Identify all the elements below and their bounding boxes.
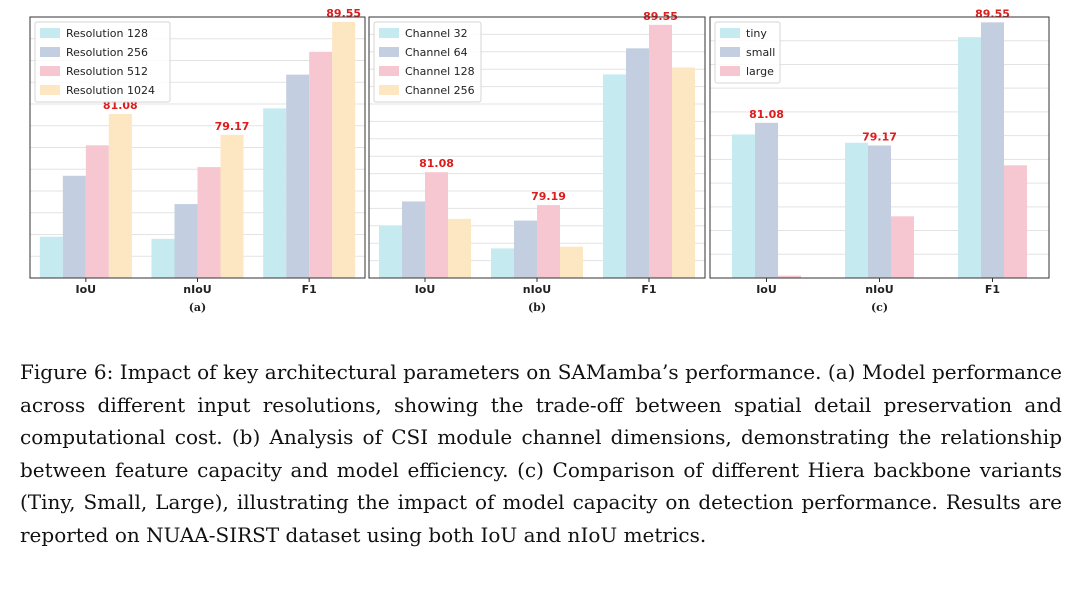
figure-charts: 81.08 79.17 89.55 IoU nIoU F1 (a) Resolution 12… xyxy=(29,7,1050,314)
legend-swatch xyxy=(379,28,399,38)
bar xyxy=(981,22,1004,278)
x-tick-label: F1 xyxy=(302,283,317,296)
legend-swatch xyxy=(40,47,60,57)
bar xyxy=(732,134,755,278)
legend-swatch xyxy=(379,47,399,57)
bar xyxy=(958,37,981,278)
bar xyxy=(560,246,583,278)
bar xyxy=(197,167,221,278)
legend-box xyxy=(34,21,171,103)
bar xyxy=(845,142,868,278)
bar xyxy=(402,201,425,278)
bar xyxy=(649,24,672,278)
bar xyxy=(379,225,402,278)
x-tick-label: F1 xyxy=(641,283,656,296)
bar xyxy=(626,48,649,278)
bar xyxy=(85,145,109,278)
legend-label: Resolution 1024 xyxy=(66,84,155,97)
legend-label: tiny xyxy=(746,27,767,40)
bar xyxy=(491,248,514,278)
data-label: 81.08 xyxy=(419,157,454,170)
data-label: 79.19 xyxy=(531,190,566,203)
legend-label: Channel 32 xyxy=(405,27,468,40)
bar xyxy=(151,238,175,278)
figure-caption: Figure 6: Impact of key architectural pa… xyxy=(20,360,1062,547)
data-label: 89.55 xyxy=(643,10,678,23)
bar xyxy=(672,67,695,279)
legend-swatch xyxy=(379,85,399,95)
panel-label: (c) xyxy=(871,301,888,314)
legend-box xyxy=(373,21,482,103)
bar xyxy=(755,122,778,278)
legend-swatch xyxy=(40,66,60,76)
legend-label: Resolution 128 xyxy=(66,27,148,40)
x-tick-label: IoU xyxy=(756,283,777,296)
bar xyxy=(108,114,132,278)
bar xyxy=(868,145,891,278)
bar xyxy=(891,216,914,278)
panel-label: (b) xyxy=(528,301,546,314)
x-tick-label: nIoU xyxy=(523,283,551,296)
legend-swatch xyxy=(40,28,60,38)
legend-swatch xyxy=(720,28,740,38)
bar xyxy=(603,74,626,278)
x-tick-label: IoU xyxy=(415,283,436,296)
bar xyxy=(448,218,471,278)
bar xyxy=(309,51,333,278)
bar xyxy=(39,236,63,278)
bar xyxy=(286,74,310,278)
bar xyxy=(537,205,560,278)
data-label: 81.08 xyxy=(749,108,784,121)
legend-swatch xyxy=(720,66,740,76)
legend-swatch xyxy=(40,85,60,95)
panel-label: (a) xyxy=(189,301,207,314)
x-tick-label: F1 xyxy=(985,283,1000,296)
x-tick-label: IoU xyxy=(76,283,97,296)
legend-swatch xyxy=(720,47,740,57)
legend-label: Channel 256 xyxy=(405,84,475,97)
x-tick-label: nIoU xyxy=(865,283,893,296)
legend-label: small xyxy=(746,46,775,59)
legend-label: Resolution 512 xyxy=(66,65,148,78)
bar xyxy=(514,220,537,278)
data-label: 79.17 xyxy=(215,120,250,133)
data-label: 79.17 xyxy=(862,130,897,143)
legend-label: Resolution 256 xyxy=(66,46,148,59)
bar xyxy=(778,275,801,278)
bar xyxy=(263,108,287,278)
legend-label: Channel 128 xyxy=(405,65,475,78)
legend-swatch xyxy=(379,66,399,76)
bar xyxy=(62,175,86,278)
data-label: 89.55 xyxy=(975,7,1010,20)
bar xyxy=(1004,165,1027,278)
bar xyxy=(425,172,448,278)
x-tick-label: nIoU xyxy=(183,283,211,296)
legend-label: large xyxy=(746,65,774,78)
bar xyxy=(174,204,198,278)
bar xyxy=(220,134,244,278)
data-label: 89.55 xyxy=(326,7,361,20)
bar xyxy=(332,21,356,279)
legend-label: Channel 64 xyxy=(405,46,468,59)
